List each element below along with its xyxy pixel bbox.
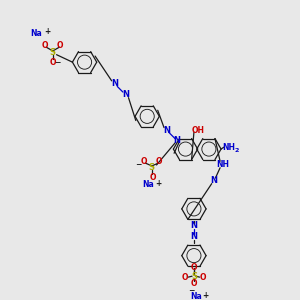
Text: O: O <box>42 41 49 50</box>
Text: O: O <box>150 172 156 182</box>
Text: NH: NH <box>222 143 235 152</box>
Text: Na: Na <box>30 29 42 38</box>
Text: O: O <box>155 157 162 166</box>
Text: OH: OH <box>192 126 205 135</box>
Text: O: O <box>140 157 147 166</box>
Text: O: O <box>191 279 197 288</box>
Text: N: N <box>190 232 197 242</box>
Text: O: O <box>191 263 197 272</box>
Text: O: O <box>200 273 206 282</box>
Text: N: N <box>163 126 170 135</box>
Text: N: N <box>190 221 197 230</box>
Text: −: − <box>188 286 194 295</box>
Text: Na: Na <box>142 180 154 189</box>
Text: 2: 2 <box>235 148 239 152</box>
Text: S: S <box>149 163 155 172</box>
Text: NH: NH <box>216 160 230 169</box>
Text: N: N <box>174 136 181 145</box>
Text: +: + <box>44 27 50 36</box>
Text: +: + <box>155 179 161 188</box>
Text: O: O <box>50 58 56 67</box>
Text: S: S <box>50 48 56 57</box>
Text: −: − <box>54 58 61 67</box>
Text: O: O <box>181 273 188 282</box>
Text: O: O <box>57 41 64 50</box>
Text: +: + <box>202 291 208 300</box>
Text: N: N <box>111 79 118 88</box>
Text: Na: Na <box>190 292 202 300</box>
Text: N: N <box>122 90 129 99</box>
Text: N: N <box>210 176 217 185</box>
Text: −: − <box>135 160 141 169</box>
Text: S: S <box>191 272 197 281</box>
